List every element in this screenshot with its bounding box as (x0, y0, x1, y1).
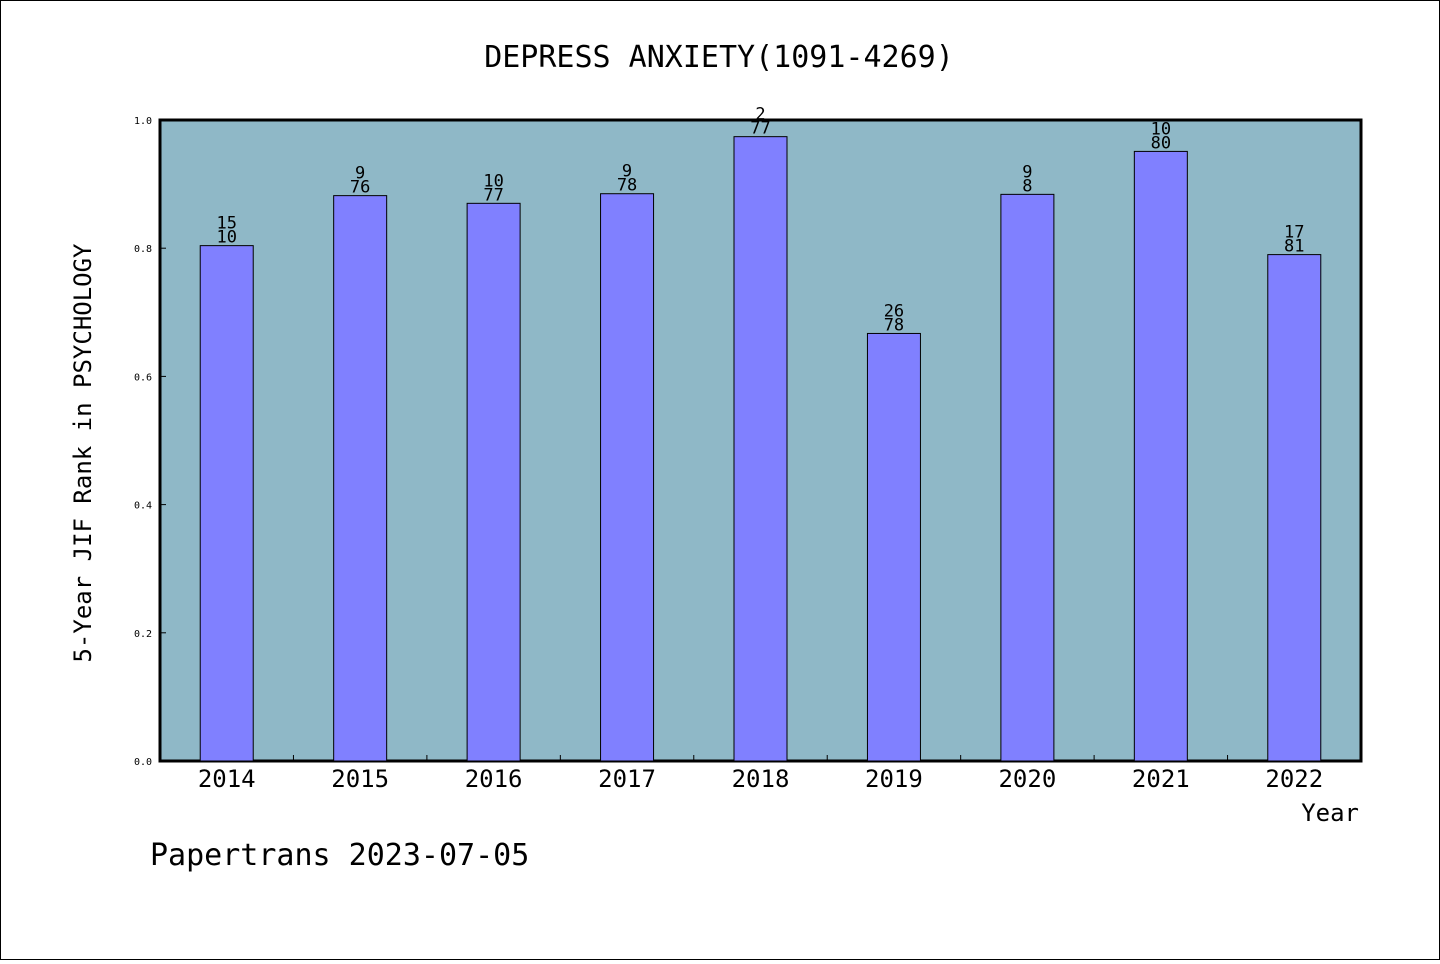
bar-2016 (466, 202, 521, 762)
bar-label-bottom: 78 (884, 315, 904, 335)
y-tick-label: 0.6 (134, 372, 152, 383)
bar-2020 (1000, 193, 1055, 762)
bar-2019 (866, 332, 921, 762)
x-tick-label: 2019 (865, 765, 923, 793)
x-tick-label: 2018 (732, 765, 790, 793)
bar-label-bottom: 8 (1022, 176, 1032, 196)
y-axis: 0.0 0.2 0.4 0.6 0.8 1.0 (134, 116, 166, 768)
y-tick-label: 0.0 (134, 757, 152, 768)
y-tick-label: 0.8 (134, 244, 152, 255)
bar-label-top: 9 (355, 164, 365, 184)
bar-label-bottom: 76 (350, 178, 370, 198)
x-axis-label: Year (1301, 799, 1359, 827)
bars (199, 136, 1322, 762)
bar-label-top: 17 (1284, 223, 1304, 243)
x-tick-label: 2016 (465, 765, 523, 793)
bar-label-top: 9 (622, 162, 632, 182)
bar-label-bottom: 77 (483, 185, 503, 205)
bar-2017 (600, 193, 655, 762)
x-tick-label: 2015 (331, 765, 389, 793)
bar-label-bottom: 78 (617, 176, 637, 196)
bar-2022 (1267, 254, 1322, 762)
y-tick-label: 0.2 (134, 629, 152, 640)
x-tick-label: 2021 (1132, 765, 1190, 793)
bar-label-top: 10 (483, 171, 503, 191)
bar-2021 (1133, 150, 1188, 762)
bar-label-top: 15 (216, 214, 236, 234)
x-tick-label: 2022 (1265, 765, 1323, 793)
watermark-text: Papertrans 2023-07-05 (150, 838, 529, 873)
chart-title: DEPRESS ANXIETY(1091-4269) (484, 40, 954, 75)
bar-label-bottom: 80 (1151, 133, 1171, 153)
x-tick-label: 2020 (998, 765, 1056, 793)
y-tick-label: 0.4 (134, 501, 152, 512)
x-tick-label: 2017 (598, 765, 656, 793)
y-tick-label: 1.0 (134, 116, 152, 127)
bar-2018 (733, 136, 788, 762)
bar-label-bottom: 77 (750, 119, 770, 139)
y-axis-label: 5-Year JIF Rank in PSYCHOLOGY (69, 243, 97, 663)
bar-2015 (333, 195, 388, 762)
bar-label-top: 26 (884, 301, 904, 321)
bar-label-bottom: 81 (1284, 237, 1304, 257)
bar-label-top: 2 (755, 105, 765, 125)
bar-label-top: 9 (1022, 162, 1032, 182)
x-tick-label: 2014 (198, 765, 256, 793)
bar-label-top: 10 (1151, 119, 1171, 139)
bar-label-bottom: 10 (216, 228, 236, 248)
x-axis: 2014 2015 2016 2017 2018 2019 2020 2021 2022 (198, 755, 1323, 793)
bar-2014 (199, 245, 254, 762)
